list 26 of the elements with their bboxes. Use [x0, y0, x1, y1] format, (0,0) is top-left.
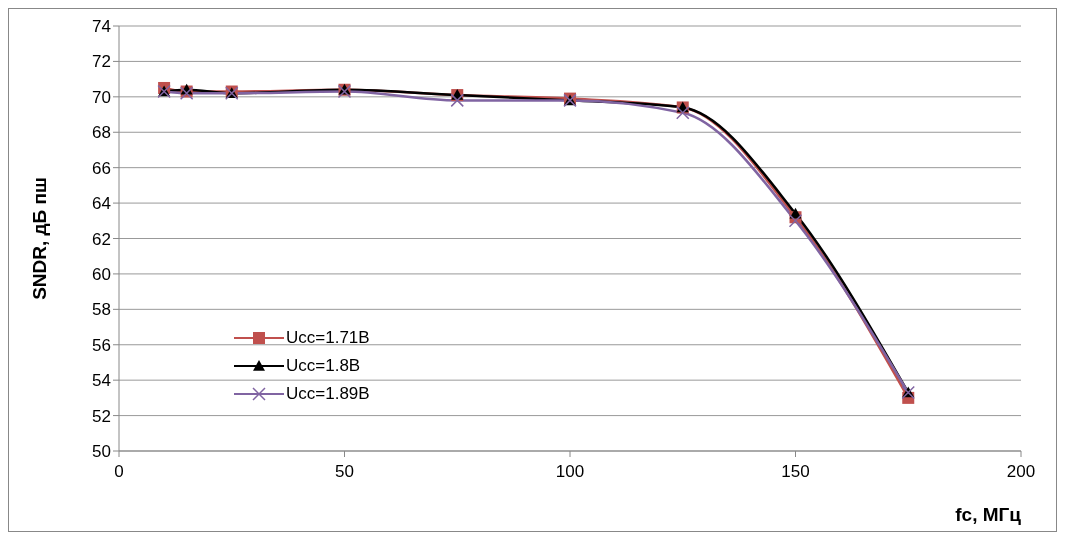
y-tick-label: 60: [92, 264, 111, 284]
y-tick-label: 64: [92, 194, 111, 214]
x-tick-label: 0: [114, 462, 124, 482]
x-tick-label: 50: [335, 462, 354, 482]
legend-label: Ucc=1.89В: [286, 384, 370, 404]
point: [676, 106, 690, 120]
x-tick-label: 150: [781, 462, 810, 482]
x-tick-label: 100: [555, 462, 585, 482]
y-tick-label: 66: [92, 158, 111, 178]
x-tick-label: 200: [1006, 462, 1036, 482]
x-axis-title: fc, МГц: [955, 504, 1022, 525]
y-tick-label: 62: [92, 229, 111, 249]
point: [788, 214, 803, 228]
y-tick-label: 70: [92, 87, 111, 107]
y-tick-label: 58: [92, 300, 111, 320]
y-tick-label: 52: [92, 406, 111, 426]
y-tick-label: 56: [92, 335, 111, 355]
y-tick-label: 68: [92, 123, 111, 143]
y-tick-label: 50: [92, 442, 111, 462]
legend-label: Ucc=1.71В: [286, 328, 370, 348]
y-axis-title: SNDR, дБ пш: [28, 177, 50, 300]
y-tick-label: 74: [92, 17, 111, 37]
y-tick-label: 72: [92, 52, 111, 72]
y-tick-label: 54: [92, 371, 111, 391]
point: [450, 93, 464, 108]
legend-label: Ucc=1.8В: [286, 356, 361, 376]
